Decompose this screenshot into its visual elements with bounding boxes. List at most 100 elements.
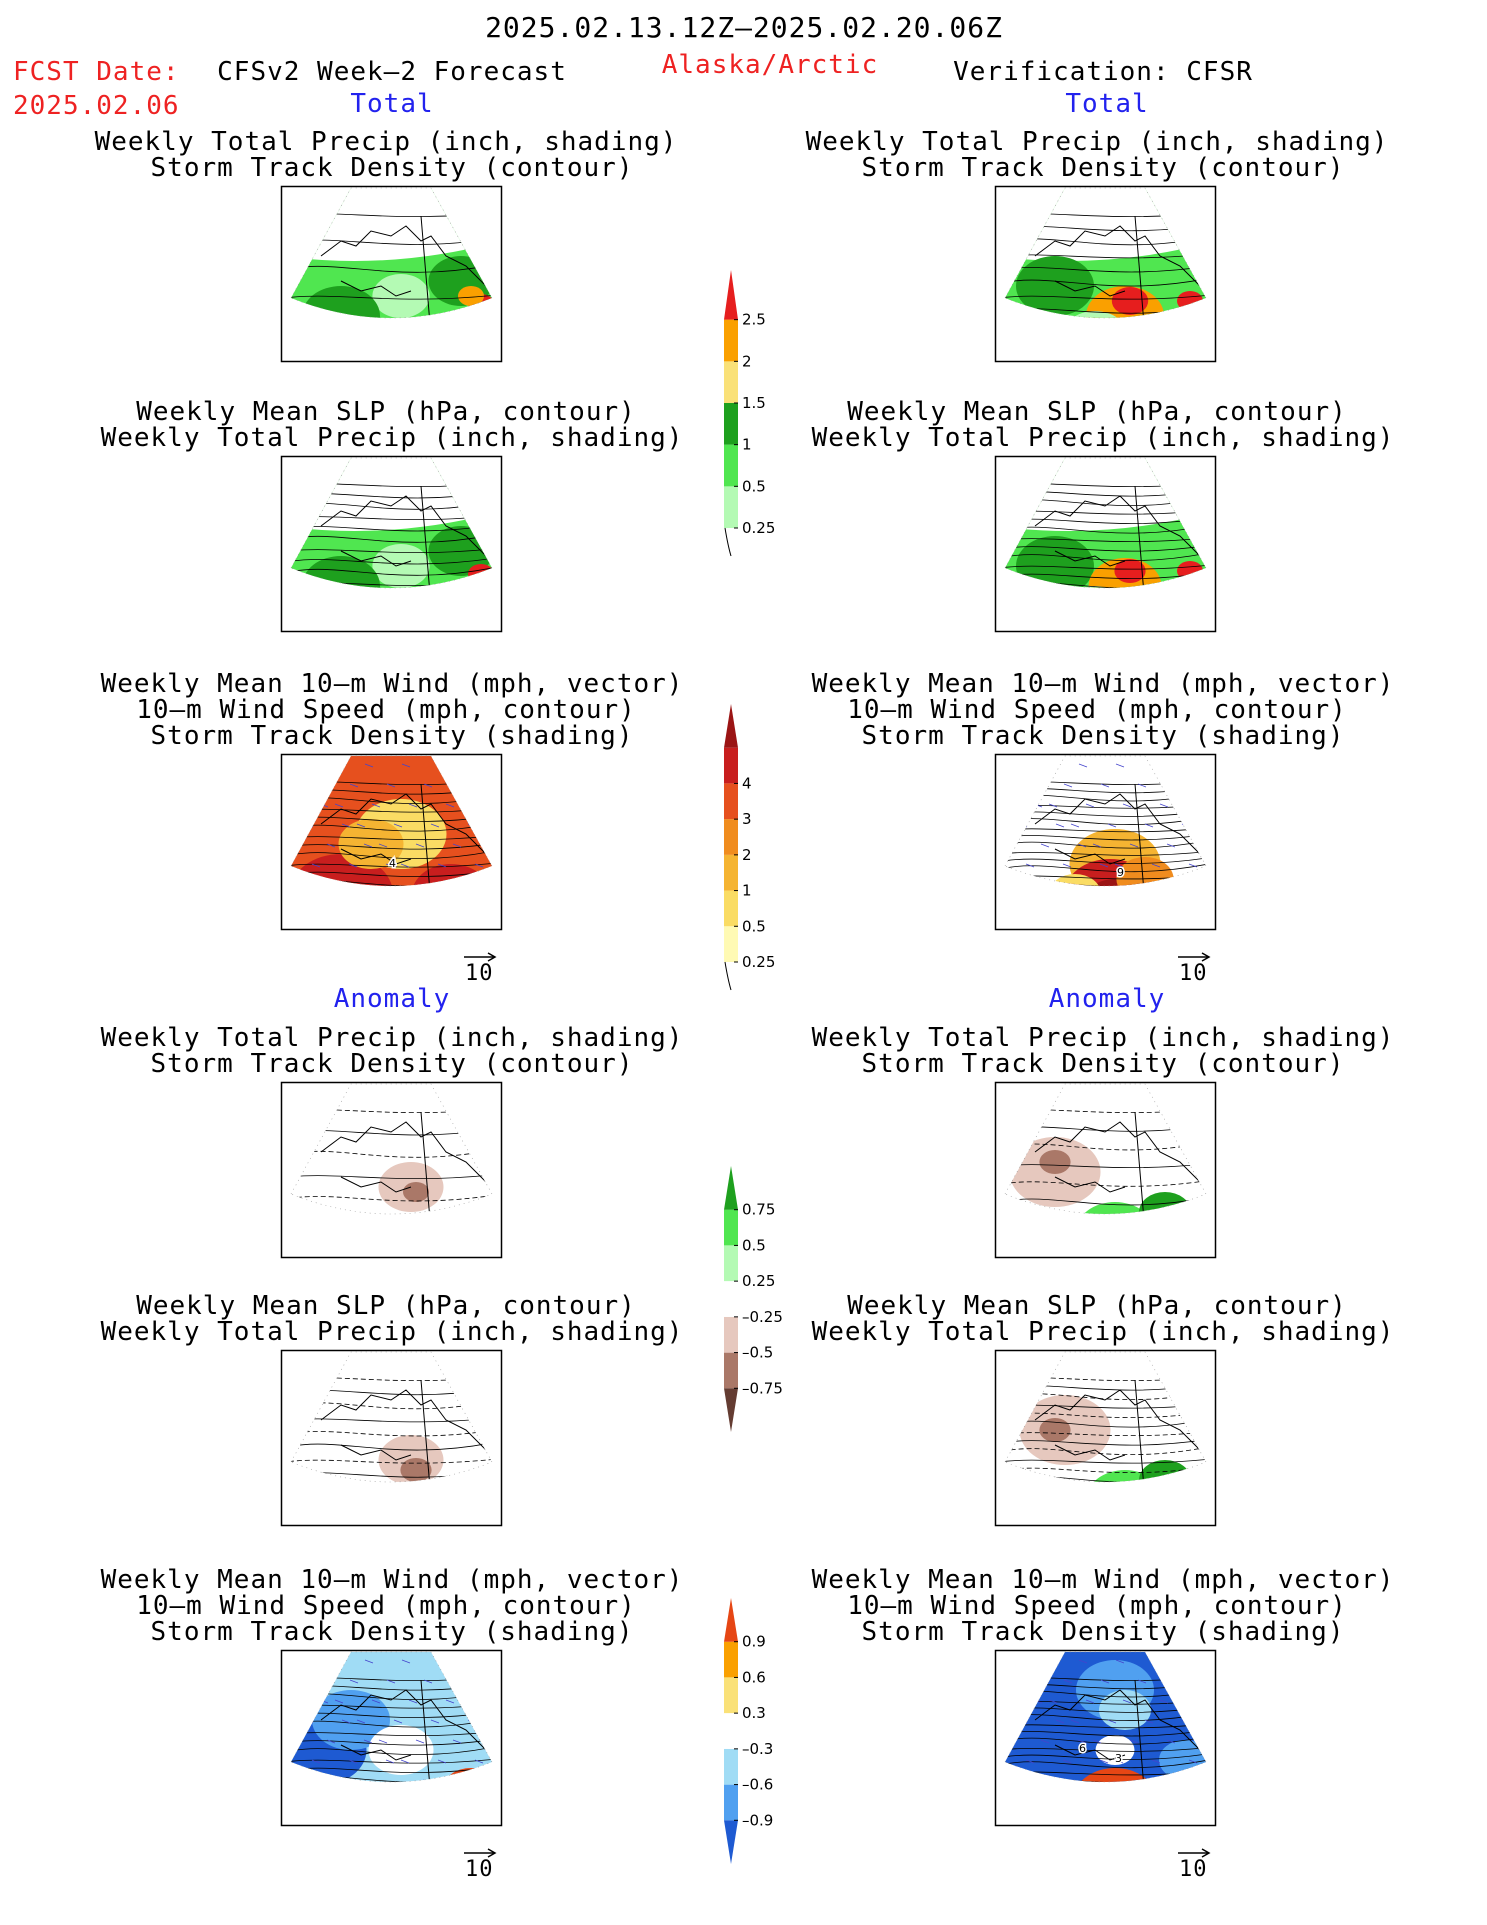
wind-vector <box>1026 783 1036 788</box>
fc-total-wind-title-3: Storm Track Density (shading) <box>150 721 634 751</box>
wind-vector <box>422 883 432 886</box>
map-shading <box>1005 763 1206 886</box>
coastline <box>320 793 487 865</box>
colorbar-segment <box>724 1281 738 1317</box>
wind-vector <box>422 1779 432 1782</box>
colorbar-tick-label: 1 <box>742 436 752 454</box>
wind-vector <box>364 763 374 768</box>
vf-total-wind-label: 9 <box>1117 866 1124 879</box>
map-shading <box>291 756 492 886</box>
shade-arctic <box>1005 458 1206 531</box>
wind-vector <box>1063 783 1073 788</box>
wind-vector <box>1011 783 1021 788</box>
wind-vector <box>371 1699 381 1704</box>
wind-vector <box>459 883 469 886</box>
shade-blob <box>442 1768 492 1782</box>
vf-anom-precip-title-1: Weekly Total Precip (inch, shading) <box>811 1023 1395 1053</box>
wind-vector <box>312 1679 322 1684</box>
wind-vector <box>356 1719 366 1724</box>
colorbar-segment <box>724 1784 738 1821</box>
shade-blob <box>285 1486 301 1498</box>
fc-total-precip-title-2: Storm Track Density (contour) <box>150 153 634 183</box>
shade-blob <box>1086 1470 1164 1482</box>
wind-vector <box>1005 1659 1014 1664</box>
wind-vector <box>1070 823 1080 828</box>
contour-line <box>1005 803 1206 809</box>
wind-vector <box>1174 1679 1184 1684</box>
wind-vector <box>1078 1659 1088 1664</box>
wind-vector <box>296 883 306 886</box>
wind-vector <box>1010 883 1020 886</box>
wind-vector <box>1107 1719 1117 1724</box>
map-fc-total-precip <box>280 185 503 363</box>
verification-column-title: Verification: CFSR <box>953 57 1253 87</box>
wind-vector <box>430 823 440 828</box>
border-line <box>1134 1379 1146 1482</box>
coastline <box>1034 1689 1201 1761</box>
colorbar-segment <box>724 1748 738 1785</box>
map-fc-total-slp <box>280 455 503 633</box>
colorbar-tick-label: 0.6 <box>742 1668 766 1686</box>
shade-blob <box>1049 874 1101 886</box>
wind-vector <box>452 1739 462 1744</box>
colorbar-segment <box>724 1316 738 1353</box>
contour-line <box>291 556 492 565</box>
wind-vector <box>438 1659 448 1664</box>
map-frame <box>280 455 503 633</box>
wind-vector <box>1078 763 1088 768</box>
vf-total-precip-title-2: Storm Track Density (contour) <box>861 153 1345 183</box>
colorbar-tick-label: 0.3 <box>742 1704 766 1722</box>
wind-vector <box>341 1719 351 1724</box>
vf-total-slp-title-2: Weekly Total Precip (inch, shading) <box>811 423 1395 453</box>
contour-line <box>291 294 492 300</box>
wind-vector <box>430 1719 440 1724</box>
vf-anom-wind-title-1: Weekly Mean 10–m Wind (mph, vector) <box>811 1565 1395 1595</box>
wind-vector <box>291 1659 300 1664</box>
map-fc-anom-precip <box>280 1081 503 1259</box>
wind-vector <box>378 1739 388 1744</box>
map-shading <box>1005 1652 1206 1782</box>
wind-vector <box>1085 803 1095 808</box>
wind-vector <box>489 1739 492 1744</box>
fc-anom-wind-title-2: 10–m Wind Speed (mph, contour) <box>136 1591 636 1621</box>
map-vf-anom-wind: 63 <box>994 1649 1217 1827</box>
wind-vector <box>385 1759 395 1764</box>
shade-arctic <box>1005 188 1206 261</box>
shade-blob <box>372 544 430 588</box>
contour-line <box>291 547 492 554</box>
shade-arctic <box>291 458 492 531</box>
wind-vector <box>311 1759 321 1764</box>
colorbar-segment <box>724 486 738 528</box>
wind-vector <box>1063 1679 1073 1684</box>
wind-vector <box>1136 1779 1146 1782</box>
ref-vector-arrow-fc-total <box>464 952 497 962</box>
wind-vector <box>1085 1699 1095 1704</box>
colorbar-segment <box>724 819 738 855</box>
vf-total-wind-title-2: 10–m Wind Speed (mph, contour) <box>847 695 1347 725</box>
contour-line <box>1005 1758 1206 1769</box>
colorbar-tick-label: –0.25 <box>742 1308 783 1326</box>
wind-vector <box>1152 1659 1162 1664</box>
wind-vector <box>1115 763 1125 768</box>
wind-vector <box>1203 1739 1206 1744</box>
wind-vector <box>297 1679 307 1684</box>
ref-vector-value-vf-total: 10 <box>1179 961 1208 986</box>
contour-line <box>1005 862 1206 873</box>
shade-blob <box>1114 559 1146 583</box>
colorbar-segment <box>724 1713 738 1749</box>
wind-vector <box>1092 1739 1102 1744</box>
forecast-column-title: CFSv2 Week–2 Forecast <box>217 57 567 87</box>
wind-vector <box>1151 1759 1161 1764</box>
map-frame <box>994 185 1217 363</box>
wind-vector <box>460 1679 470 1684</box>
map-vf-total-wind: 9 <box>994 753 1217 931</box>
wind-vector <box>1159 803 1169 808</box>
map-frame <box>280 1649 503 1827</box>
wind-vector <box>393 1719 403 1724</box>
fc-total-wind-label: 4 <box>389 857 396 870</box>
contour-line <box>1005 779 1206 786</box>
shade-blob <box>285 1218 301 1230</box>
wind-vector <box>475 1659 485 1664</box>
shade-blob <box>468 564 492 584</box>
map-shading <box>285 1107 492 1230</box>
